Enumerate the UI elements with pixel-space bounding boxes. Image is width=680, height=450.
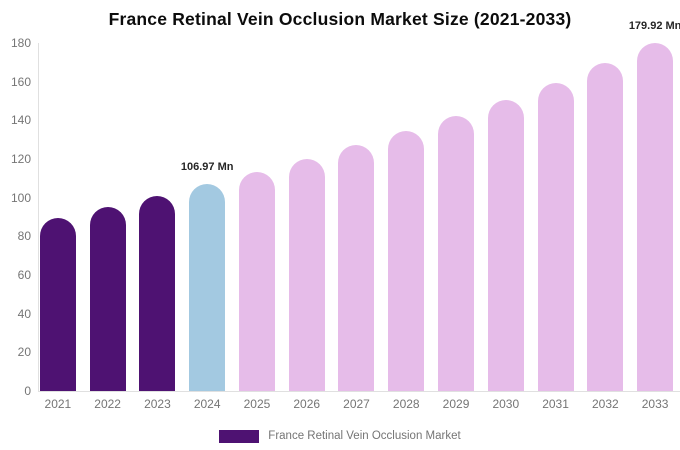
bar-column [481,43,531,391]
bar-column [381,43,431,391]
y-tick-label: 140 [10,113,31,128]
x-tick-label: 2033 [641,397,669,411]
y-tick-label: 180 [10,36,31,50]
y-tick-label: 160 [10,74,31,89]
bar-2028 [388,130,425,391]
bar-column [282,43,332,391]
legend-swatch [219,429,260,443]
bar-2029 [438,116,474,391]
x-tick-label: 2022 [94,397,121,411]
bar-column [630,43,680,391]
x-axis-line [38,391,680,392]
bar-column [580,43,630,391]
y-tick-label: 100 [10,190,31,205]
bar-2033 [637,43,674,391]
bar-2024 [189,184,226,391]
bar-column [431,43,481,391]
legend-label: France Retinal Vein Occlusion Market [268,430,461,442]
bar-column [531,43,581,391]
bar-2025 [238,172,275,391]
x-tick-label: 2028 [392,397,420,411]
bar-2023 [139,195,176,391]
bar-column [182,43,232,391]
y-tick-label: 120 [10,152,31,166]
x-tick-label: 2025 [243,397,271,411]
y-tick-label: 80 [17,229,31,244]
value-label-2024: 106.97 Mn [180,161,234,174]
x-tick-label: 2029 [442,397,470,411]
y-tick-label: 40 [17,306,31,321]
y-axis-line [38,43,39,391]
bars-area [33,43,680,391]
bar-column [332,43,382,391]
bar-2031 [537,82,574,391]
value-label-2033: 179.92 Mn [628,20,680,33]
chart-title: France Retinal Vein Occlusion Market Siz… [108,9,572,29]
x-tick-label: 2027 [343,397,370,411]
bar-column [83,43,133,391]
legend: France Retinal Vein Occlusion Market [0,428,680,444]
x-tick-label: 2032 [591,397,619,411]
bar-2026 [288,159,325,391]
x-tick-label: 2026 [293,397,321,411]
y-tick-label: 0 [24,384,31,398]
y-tick-label: 20 [17,345,31,360]
x-tick-label: 2024 [193,397,221,411]
bar-column [33,43,83,391]
bar-2027 [338,145,375,391]
y-tick-label: 60 [17,268,31,282]
bar-column [232,43,282,391]
bar-2032 [587,63,624,391]
bar-column [133,43,183,391]
x-tick-label: 2021 [44,397,72,411]
bar-2021 [39,217,76,391]
x-tick-label: 2031 [542,397,569,411]
bar-2030 [487,100,524,391]
x-tick-label: 2030 [492,397,520,411]
bar-2022 [89,206,126,391]
x-tick-label: 2023 [144,397,171,411]
